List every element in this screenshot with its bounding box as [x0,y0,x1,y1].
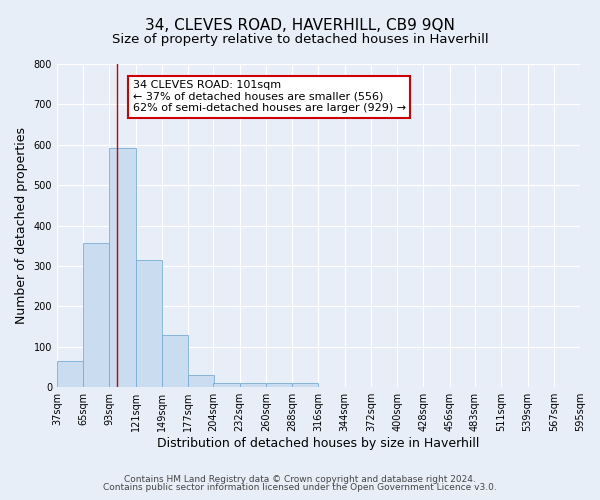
Text: Contains public sector information licensed under the Open Government Licence v3: Contains public sector information licen… [103,483,497,492]
Text: Contains HM Land Registry data © Crown copyright and database right 2024.: Contains HM Land Registry data © Crown c… [124,474,476,484]
Bar [292,383,319,387]
Text: 34 CLEVES ROAD: 101sqm
← 37% of detached houses are smaller (556)
62% of semi-de: 34 CLEVES ROAD: 101sqm ← 37% of detached… [133,80,406,114]
Text: Size of property relative to detached houses in Haverhill: Size of property relative to detached ho… [112,32,488,46]
Bar [188,375,214,387]
Bar [162,334,188,387]
Bar [240,383,266,387]
Text: 34, CLEVES ROAD, HAVERHILL, CB9 9QN: 34, CLEVES ROAD, HAVERHILL, CB9 9QN [145,18,455,32]
X-axis label: Distribution of detached houses by size in Haverhill: Distribution of detached houses by size … [157,437,479,450]
Bar [266,383,292,387]
Y-axis label: Number of detached properties: Number of detached properties [15,127,28,324]
Bar [214,383,240,387]
Bar [57,361,83,387]
Bar [109,148,136,387]
Bar [83,242,109,387]
Bar [136,260,162,387]
